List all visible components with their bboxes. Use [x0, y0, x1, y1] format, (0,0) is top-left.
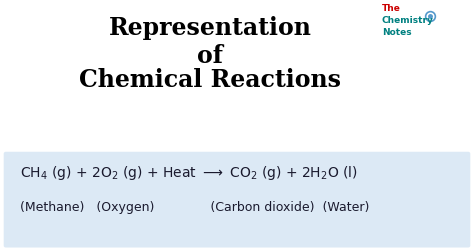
Text: Chemistry: Chemistry [382, 16, 434, 25]
Text: Representation: Representation [109, 16, 311, 40]
FancyBboxPatch shape [4, 152, 470, 248]
Text: The: The [382, 4, 401, 13]
Text: Notes: Notes [382, 28, 411, 37]
Text: of: of [197, 44, 223, 68]
Text: $\mathregular{CH_4}$ (g) + 2$\mathregular{O_2}$ (g) + Heat $\longrightarrow$ $\m: $\mathregular{CH_4}$ (g) + 2$\mathregula… [20, 164, 358, 182]
Text: Chemical Reactions: Chemical Reactions [79, 68, 341, 92]
Text: (Methane)   (Oxygen)              (Carbon dioxide)  (Water): (Methane) (Oxygen) (Carbon dioxide) (Wat… [20, 201, 369, 215]
